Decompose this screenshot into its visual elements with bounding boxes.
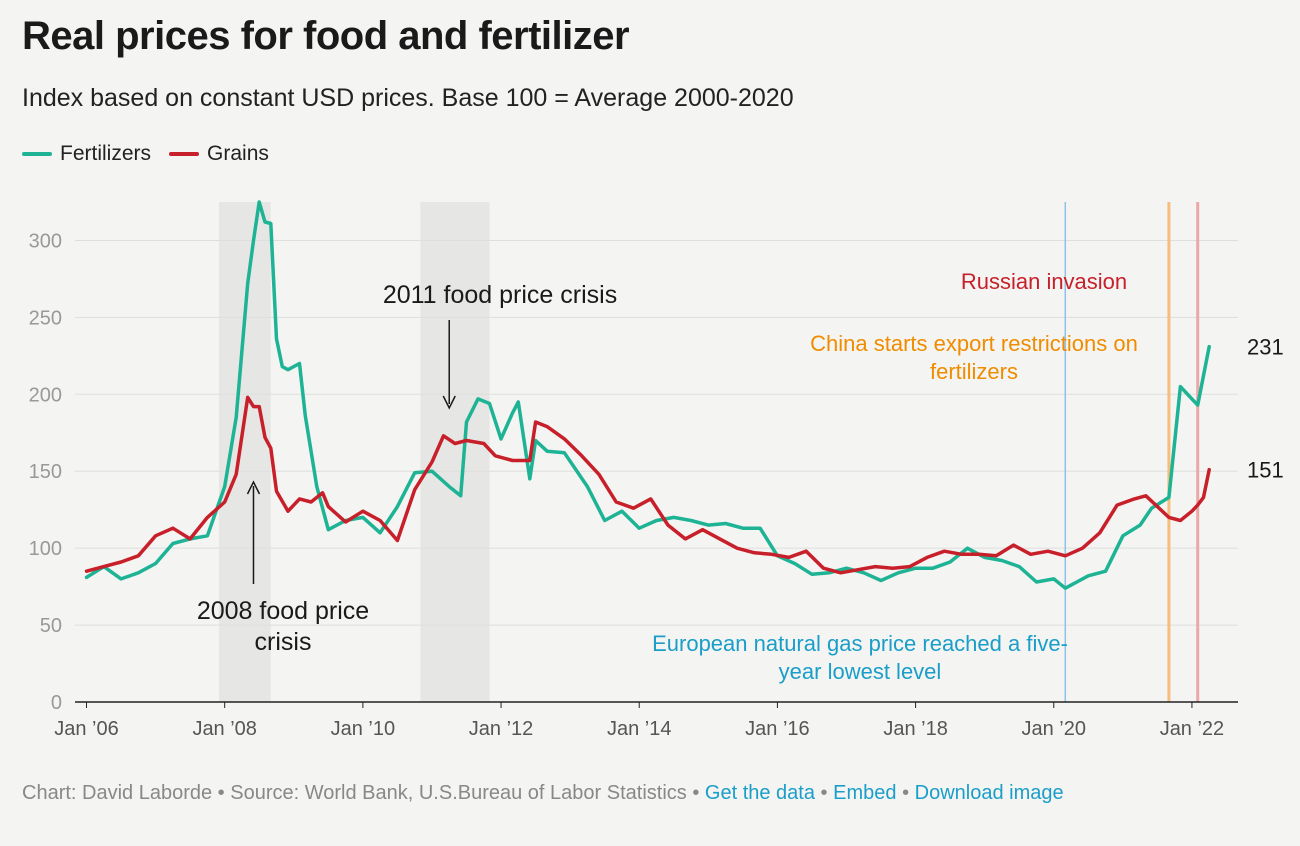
y-tick-label: 250 [29,307,62,329]
footer-separator: • [217,782,225,804]
annotation-china-export: China starts export restrictions on [810,331,1138,356]
footer-separator: • [820,782,828,804]
x-tick-label: Jan ’14 [607,718,672,740]
series-line-fertilizers [84,200,1211,590]
y-tick-label: 200 [29,384,62,406]
footer-source: Source: World Bank, U.S.Bureau of Labor … [230,782,687,804]
shaded-period-1 [420,202,490,702]
x-tick-label: Jan ’18 [883,718,948,740]
series-line-grains [84,395,1211,575]
x-tick-label: Jan ’06 [54,718,119,740]
x-tick-label: Jan ’16 [745,718,810,740]
footer-separator: • [692,782,700,804]
y-tick-label: 150 [29,461,62,483]
y-tick-label: 100 [29,538,62,560]
annotation-eu-gas: European natural gas price reached a fiv… [652,631,1068,656]
y-tick-label: 50 [40,615,62,637]
x-tick-label: Jan ’12 [469,718,534,740]
arrow-2008-head [246,480,261,495]
x-tick-label: Jan ’20 [1022,718,1087,740]
legend-item-grains: Grains [169,142,269,166]
shaded-period-0 [218,202,271,702]
chart-subtitle: Index based on constant USD prices. Base… [22,84,794,112]
embed-link[interactable]: Embed [833,782,897,804]
legend-item-fertilizers: Fertilizers [22,142,151,166]
footer-separator: • [902,782,910,804]
annotation-2011-crisis: 2011 food price crisis [383,281,617,309]
x-tick-label: Jan ’08 [192,718,257,740]
x-tick-label: Jan ’10 [331,718,396,740]
annotation-2008-crisis: 2008 food price [197,597,369,625]
download-image-link[interactable]: Download image [914,782,1064,804]
annotation-russian-invasion: Russian invasion [961,269,1127,294]
legend-swatch-fertilizers [22,152,52,156]
arrow-2011-head [442,395,456,410]
end-label-fertilizers: 231 [1247,335,1284,360]
x-tick-label: Jan ’22 [1160,718,1225,740]
annotation-eu-gas: year lowest level [779,659,942,684]
chart-footer: Chart: David Laborde • Source: World Ban… [22,782,1064,805]
chart-legend: Fertilizers Grains [22,142,269,166]
y-tick-label: 300 [29,230,62,252]
end-label-grains: 151 [1247,458,1284,483]
legend-label-fertilizers: Fertilizers [60,142,152,165]
annotation-2008-crisis: crisis [255,628,312,656]
legend-label-grains: Grains [207,142,269,165]
chart-title: Real prices for food and fertilizer [22,14,630,58]
footer-credit: Chart: David Laborde [22,782,213,804]
annotation-china-export: fertilizers [930,359,1018,384]
legend-swatch-grains [169,152,200,156]
get-the-data-link[interactable]: Get the data [704,782,815,804]
y-tick-label: 0 [51,692,62,714]
